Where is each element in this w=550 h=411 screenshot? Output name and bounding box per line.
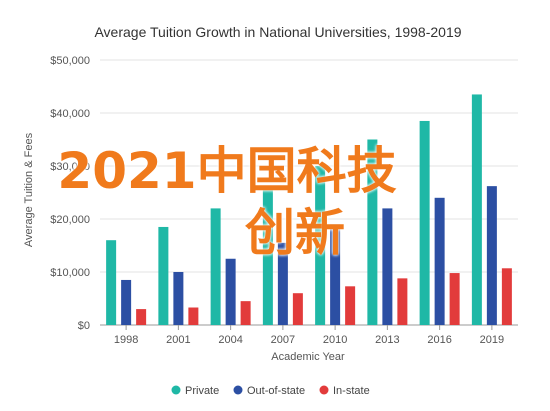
x-tick-label: 2016 (427, 334, 451, 346)
y-tick-label: $30,000 (50, 161, 90, 173)
bar-private (471, 94, 482, 325)
bar-in-state (188, 307, 199, 325)
bar-out-of-state (277, 242, 288, 325)
bar-in-state (397, 278, 408, 325)
bar-private (158, 226, 169, 325)
legend-marker (233, 385, 243, 395)
x-tick-label: 2019 (480, 334, 504, 346)
bar-in-state (449, 273, 460, 325)
legend-label: Out-of-state (247, 385, 305, 397)
x-axis-title: Academic Year (271, 351, 345, 363)
x-tick-label: 2010 (323, 334, 347, 346)
legend-label: In-state (333, 385, 370, 397)
bar-out-of-state (225, 258, 236, 325)
bar-out-of-state (434, 197, 445, 325)
bar-private (315, 166, 326, 325)
bar-out-of-state (121, 279, 132, 325)
bar-out-of-state (330, 224, 341, 325)
y-tick-label: $0 (78, 320, 90, 332)
x-tick-label: 2013 (375, 334, 399, 346)
bars (106, 94, 512, 325)
bar-in-state (501, 268, 512, 325)
chart-title: Average Tuition Growth in National Unive… (94, 24, 461, 40)
y-tick-label: $20,000 (50, 214, 90, 226)
bar-private (262, 187, 273, 325)
bar-out-of-state (382, 208, 393, 325)
x-tick-label: 2004 (218, 334, 242, 346)
y-tick-label: $40,000 (50, 108, 90, 120)
bar-out-of-state (486, 186, 497, 325)
bar-private (367, 139, 378, 325)
axes: $0 $10,000 $20,000 $30,000 $40,000 $50,000 199… (50, 55, 504, 346)
x-tick-label: 1998 (114, 334, 138, 346)
legend-marker (171, 385, 181, 395)
legend: Private Out-of-state In-state (171, 385, 370, 397)
y-axis-title: Average Tuition & Fees (23, 132, 35, 247)
x-tick-label: 2007 (271, 334, 295, 346)
bar-private (210, 208, 221, 325)
grid (100, 59, 518, 326)
legend-marker (319, 385, 329, 395)
bar-in-state (240, 301, 251, 325)
y-tick-label: $10,000 (50, 267, 90, 279)
bar-in-state (345, 286, 356, 325)
y-tick-label: $50,000 (50, 55, 90, 67)
bar-in-state (136, 309, 147, 325)
bar-in-state (292, 293, 303, 325)
legend-label: Private (185, 385, 219, 397)
bar-private (106, 240, 117, 325)
bar-private (419, 120, 430, 325)
bar-out-of-state (173, 272, 184, 325)
x-tick-label: 2001 (166, 334, 190, 346)
